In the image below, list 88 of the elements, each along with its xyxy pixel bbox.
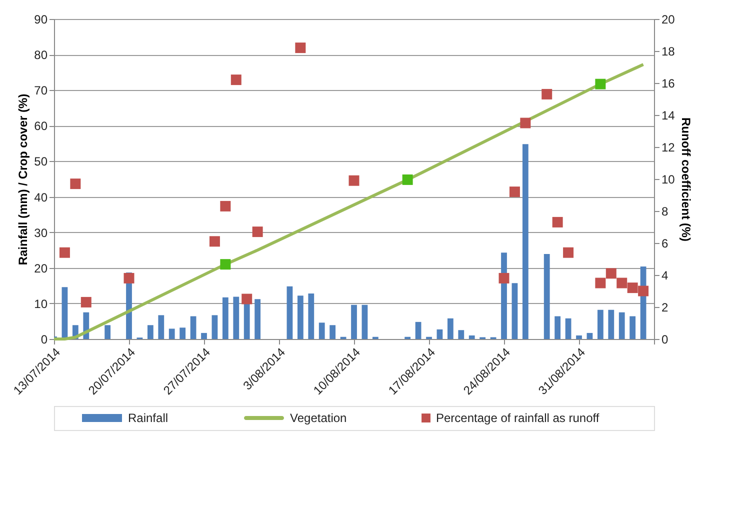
bar [468,335,475,339]
point [220,200,231,212]
bar [608,310,614,339]
point [616,278,628,288]
bar [147,325,154,339]
bar [168,328,175,339]
y2-tick-label: 14 [662,108,676,122]
y2-tick-label: 12 [662,140,676,154]
bar [180,328,186,339]
y2-tick-label: 10 [662,172,676,186]
bar [554,316,561,339]
bar [447,318,454,339]
bar [222,297,228,339]
y2-tick-label: 18 [662,44,676,58]
bar [286,286,293,339]
bar [233,296,240,339]
y2-tick-label: 6 [662,236,668,250]
y-tick-label: 50 [34,154,48,169]
point [220,259,231,270]
point [252,226,263,238]
point [638,286,649,296]
y-tick-label: 0 [40,332,48,346]
bar [576,335,582,339]
bar [544,254,550,339]
bar [565,318,572,339]
legend-label: Vegetation [290,411,347,425]
bar [436,329,443,339]
bar [254,299,261,339]
point [59,247,70,258]
y-tick-label: 70 [34,84,48,98]
bar [158,315,164,339]
point [230,74,242,86]
point [70,178,81,190]
y2-axis-title: Runoff coefficient (%) [678,118,693,242]
line-series [52,63,645,340]
y-tick-label: 10 [34,296,48,311]
point [498,272,510,284]
bar [201,332,207,339]
bar [212,315,218,339]
y2-tick-label: 16 [662,76,676,90]
y-tick-label: 30 [34,226,48,240]
bar [190,316,196,339]
bar [512,283,518,339]
y2-tick-label: 0 [662,332,668,346]
point [595,78,606,90]
bar [62,287,68,339]
bar [104,325,111,339]
y-axis-title: Rainfall (mm) / Crop cover (%) [16,94,30,266]
y-tick-label: 90 [34,12,48,26]
y2-tick-label: 4 [662,268,668,282]
point [595,278,606,288]
y2-tick-label: 2 [662,300,668,314]
point [124,272,134,284]
y-tick-label: 80 [34,48,48,62]
bar [330,325,336,339]
y2-tick-label: 8 [662,204,668,218]
point [209,236,220,247]
y-tick-label: 60 [34,119,48,134]
bar [318,322,325,339]
bar [618,312,625,339]
point [295,42,306,54]
bar [458,330,464,339]
bar [522,144,528,339]
bar [308,293,314,339]
bar [597,310,604,339]
y-tick-label: 20 [34,261,48,276]
point [509,186,520,198]
bar [586,332,593,339]
bar [362,304,368,339]
y2-tick-label: 20 [662,12,676,26]
point [80,296,92,308]
bar [244,302,250,339]
point [348,175,360,186]
y-tick-label: 40 [34,190,48,204]
point [552,216,563,228]
point [606,268,616,279]
point [627,282,638,294]
bar [297,296,304,339]
bar [630,316,636,339]
point [520,118,531,128]
point [563,247,574,258]
legend-label: Rainfall [128,411,168,425]
point [542,88,552,100]
point [242,294,252,304]
point [402,174,413,185]
bar [351,304,357,339]
bar [415,322,422,339]
legend-label: Percentage of rainfall as runoff [436,411,600,425]
